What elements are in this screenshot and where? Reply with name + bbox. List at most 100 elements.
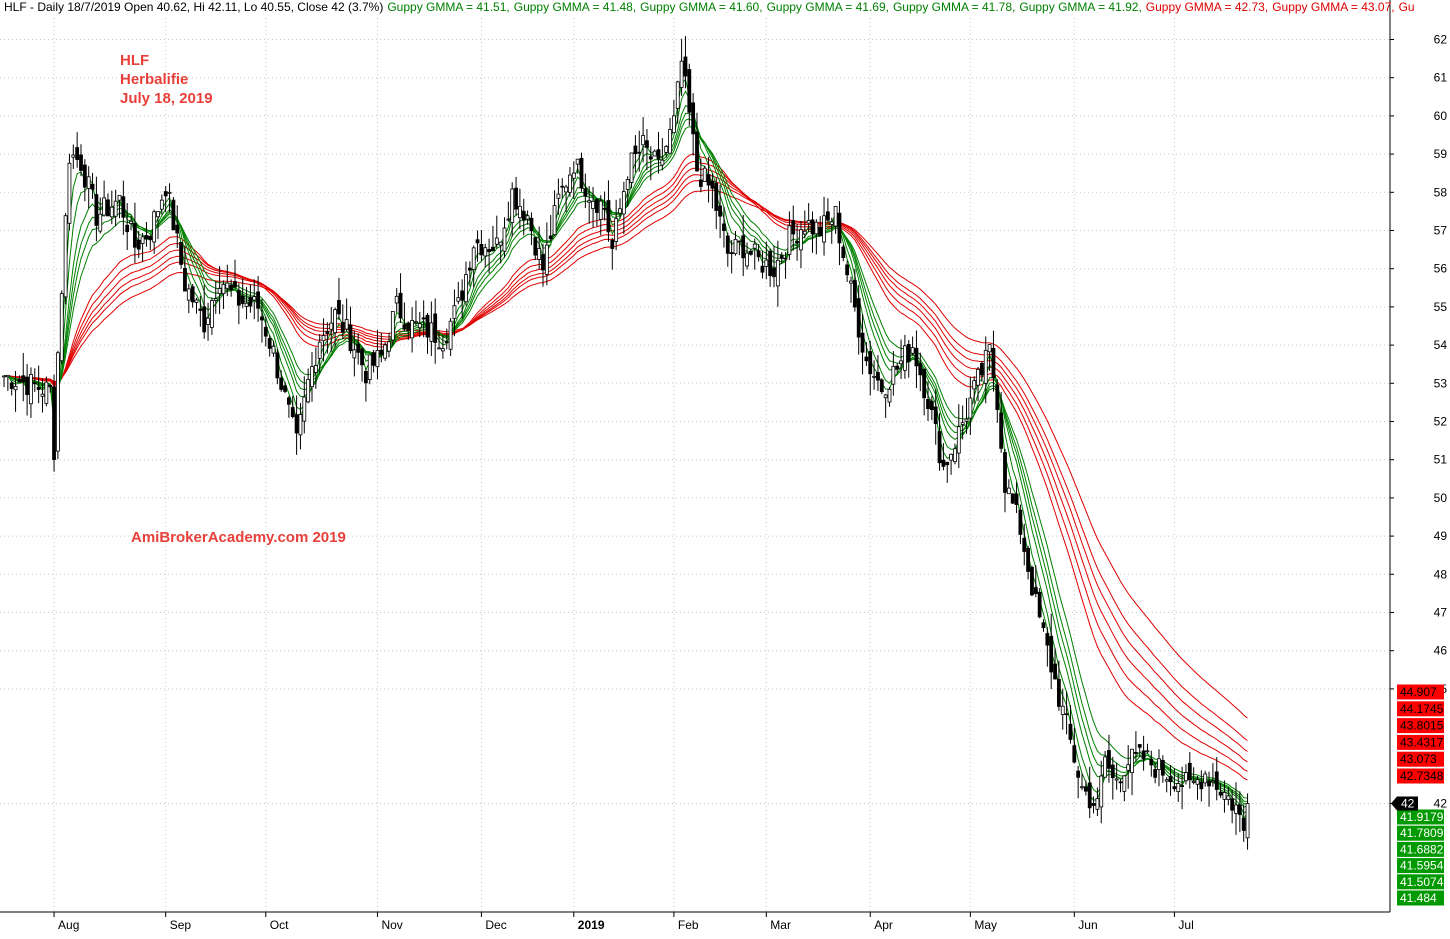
candle-body	[156, 211, 160, 218]
candle-body	[706, 174, 711, 186]
candle-body	[21, 375, 26, 383]
candle-body	[75, 147, 80, 160]
candle-body	[826, 211, 830, 221]
candle-body	[787, 225, 792, 255]
x-tick-label: Sep	[170, 918, 192, 932]
candle-body	[1076, 770, 1081, 778]
candle-body	[121, 196, 126, 218]
gmma-long-value-label	[1397, 751, 1444, 767]
candle-body	[1026, 548, 1030, 572]
candle-body	[190, 286, 195, 303]
candle-body	[891, 365, 896, 385]
candle-body	[656, 149, 661, 160]
candle-body	[502, 227, 507, 252]
gmma-short-value-label	[1397, 874, 1444, 890]
candle-body	[90, 183, 95, 190]
candle-body	[687, 69, 692, 113]
y-tick-label: 56	[1434, 262, 1448, 276]
candle-body	[375, 350, 380, 368]
candle-body	[783, 257, 788, 260]
candle-body	[321, 335, 326, 342]
gmma-short-value-label	[1397, 890, 1444, 906]
header-indicator: Guppy GMMA = 42.73,	[1145, 0, 1269, 14]
candle-body	[1033, 587, 1038, 595]
header-indicator: Guppy GMMA = 41.78,	[892, 0, 1016, 14]
candle-body	[598, 200, 603, 220]
y-tick-label: 42	[1434, 797, 1448, 811]
candle-body	[82, 164, 87, 188]
candle-body	[1218, 791, 1223, 796]
candle-body	[1126, 764, 1131, 771]
candle-body	[1191, 780, 1196, 783]
candle-body	[937, 431, 942, 464]
candle-body	[718, 205, 722, 217]
candle-body	[340, 321, 345, 333]
candle-body	[63, 215, 68, 298]
candle-body	[1172, 786, 1177, 790]
candle-body	[159, 199, 164, 210]
gmma-short-value-label	[1397, 825, 1444, 841]
candle-body	[263, 326, 268, 337]
candle-body	[402, 324, 407, 330]
candle-body	[198, 308, 203, 311]
candle-body	[129, 220, 133, 224]
candle-body	[814, 221, 819, 235]
candle-body	[240, 295, 245, 304]
candle-body	[371, 352, 376, 366]
candle-body	[236, 290, 241, 306]
candle-body	[248, 296, 253, 307]
candle-body	[602, 208, 607, 210]
candle-body	[571, 172, 576, 179]
candle-body	[1003, 452, 1007, 493]
candle-body	[895, 365, 900, 370]
candle-body	[1060, 705, 1065, 715]
gmma-long-value-text: 44.907	[1400, 685, 1437, 699]
header-indicator: Guppy GMMA = 43.07,	[1272, 0, 1395, 14]
last-close-flag	[1391, 796, 1418, 811]
chart-header: HLF - Daily 18/7/2019 Open 40.62, Hi 42.…	[4, 0, 1423, 16]
candle-body	[1168, 776, 1173, 783]
candle-body	[1207, 780, 1211, 787]
y-tick-label: 48	[1434, 567, 1448, 581]
candle-body	[533, 237, 538, 256]
candle-body	[710, 180, 715, 189]
candle-body	[475, 239, 480, 244]
candle-body	[283, 385, 287, 392]
candle-body	[1134, 752, 1138, 754]
candle-body	[1087, 782, 1092, 809]
candle-body	[1080, 786, 1084, 789]
candle-body	[521, 210, 526, 221]
candle-body	[229, 284, 234, 291]
candle-body	[544, 244, 549, 275]
candle-body	[1006, 487, 1011, 495]
candle-body	[995, 384, 1000, 411]
x-tick-label: Mar	[770, 918, 791, 932]
candle-body	[1118, 781, 1123, 784]
candle-body	[406, 322, 411, 331]
candle-body	[722, 223, 726, 231]
candle-body	[864, 356, 869, 362]
candle-body	[460, 290, 465, 301]
candle-body	[1037, 591, 1042, 618]
candle-body	[387, 341, 391, 352]
candle-body	[1049, 636, 1054, 673]
last-close-text: 42	[1401, 797, 1415, 811]
candle-body	[956, 426, 961, 454]
candle-body	[1234, 804, 1238, 814]
annotation-date: July 18, 2019	[120, 90, 213, 107]
candle-body	[448, 320, 453, 350]
candle-body	[260, 316, 264, 321]
candle-body	[398, 292, 403, 319]
gmma-long-value-label	[1397, 734, 1444, 750]
header-indicator: Guppy GMMA = 41.60,	[640, 0, 763, 14]
candle-body	[991, 347, 996, 379]
candle-body	[668, 129, 672, 154]
candle-body	[252, 296, 257, 301]
candle-body	[1226, 795, 1231, 800]
candle-body	[637, 151, 642, 154]
candle-body	[664, 146, 669, 153]
annotation-block: HLF Herbalifie July 18, 2019	[120, 51, 213, 108]
gmma-long-line	[4, 189, 1248, 719]
